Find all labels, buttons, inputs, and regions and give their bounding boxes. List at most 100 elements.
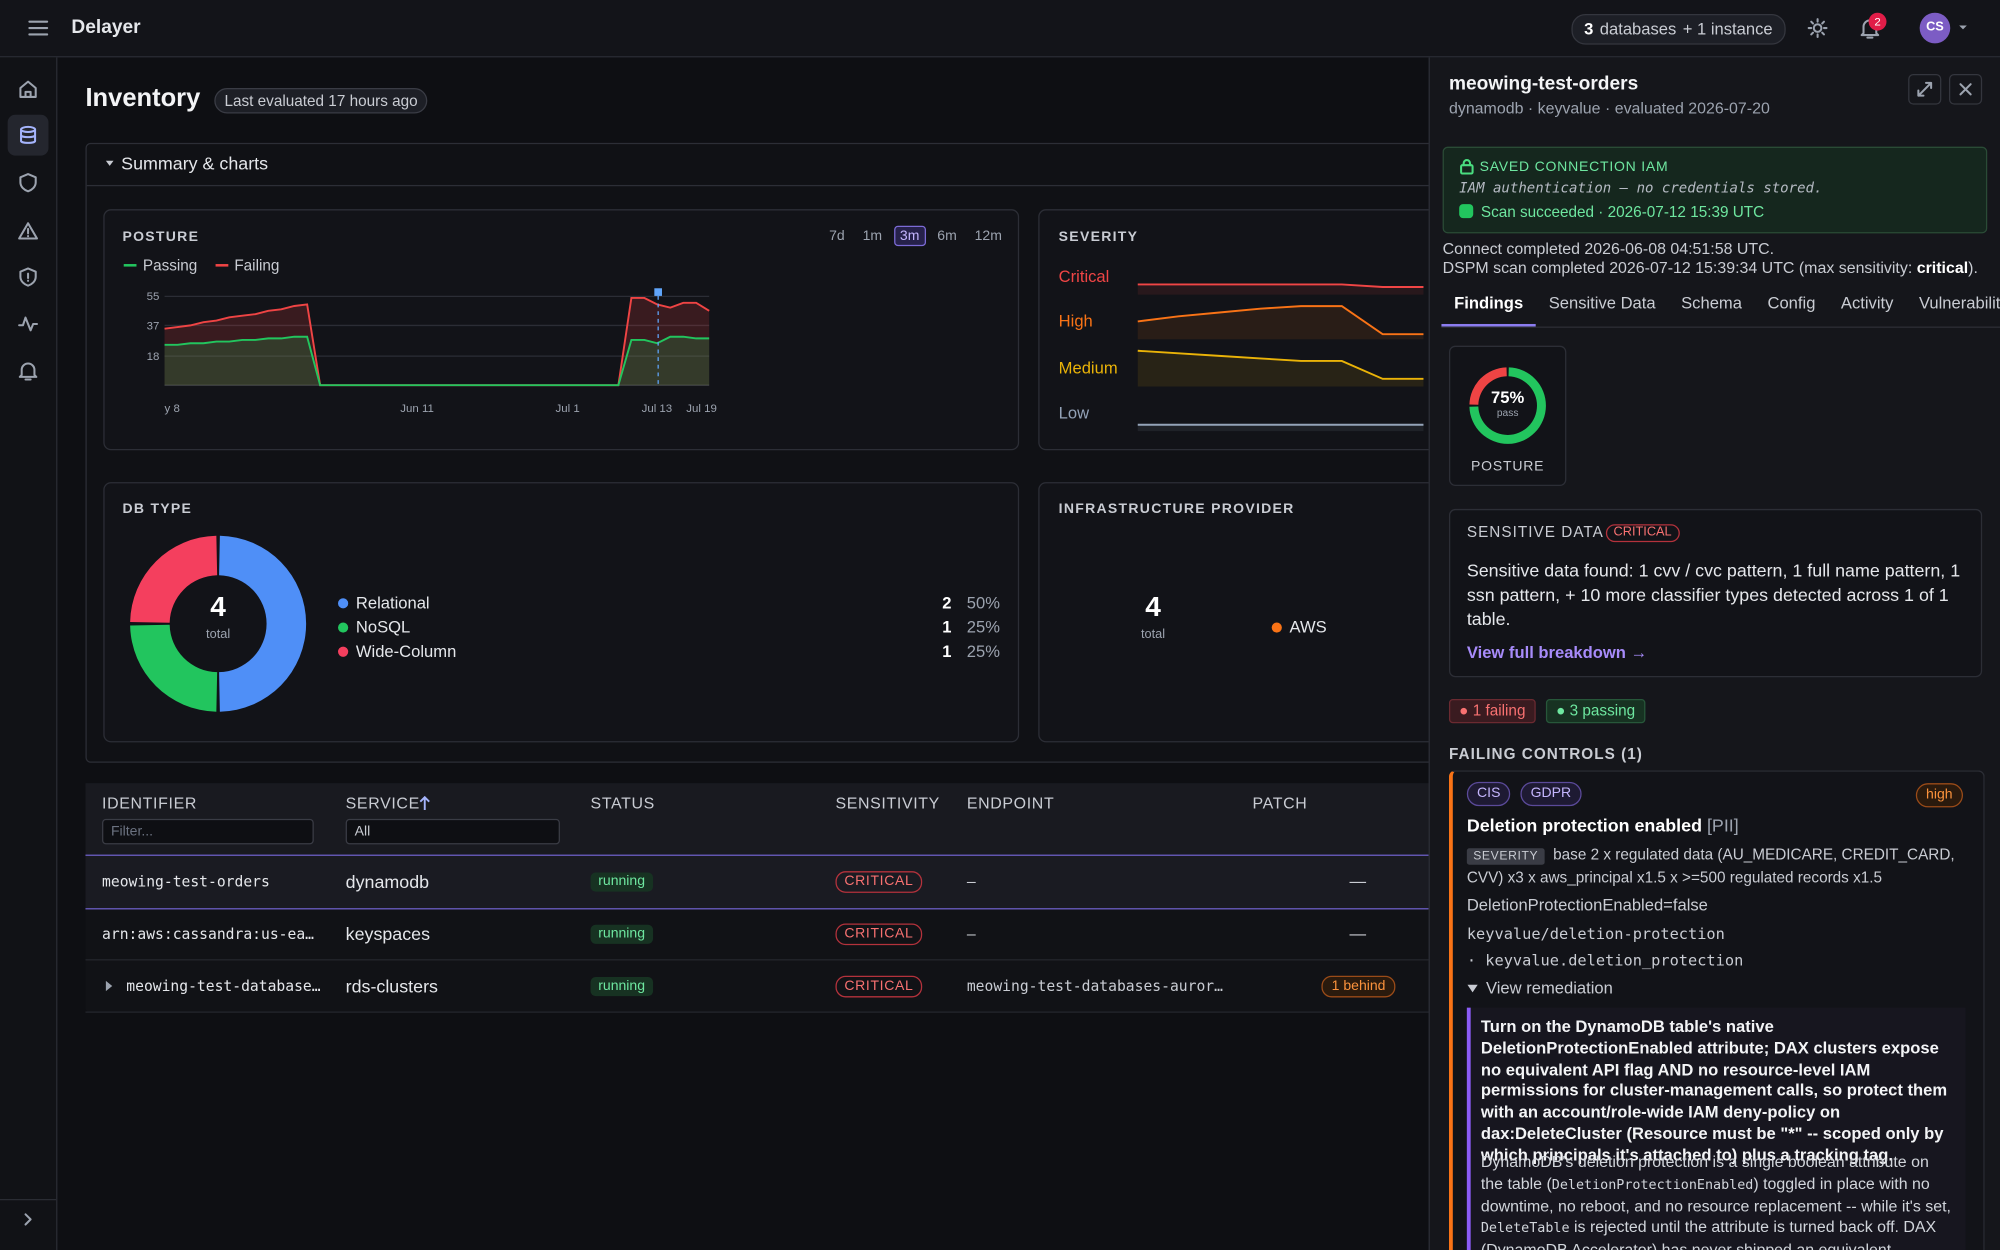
sidebar-active (7, 114, 49, 156)
legend-swatch (123, 264, 137, 267)
sensitive-link[interactable]: View full breakdown → (1466, 642, 1648, 662)
nav-alerts[interactable] (18, 221, 39, 241)
legend-percent: 25% (966, 617, 1000, 637)
scope-pill[interactable]: 3 databases + 1 instance (1571, 14, 1786, 45)
patch: — (1349, 871, 1367, 891)
posture-legend: Passing Failing (123, 255, 280, 275)
scope-label: databases (1599, 19, 1677, 39)
filter-input[interactable]: Filter... (102, 818, 314, 845)
table-row[interactable] (85, 907, 1489, 961)
table-row[interactable] (85, 854, 1489, 910)
donut-slice (130, 535, 218, 623)
detail-subtitle: dynamodb · keyvalue · evaluated 2026-07-… (1448, 99, 1770, 118)
nav-databases[interactable] (18, 125, 38, 145)
posture-sub: pass (1496, 406, 1519, 419)
summary-caret[interactable] (105, 158, 115, 168)
patch: — (1349, 923, 1367, 943)
remediation-part: ) toggled in place with no downtime, no … (1480, 1174, 1951, 1216)
range-button[interactable]: 6m (937, 228, 957, 244)
sensitive-card (1448, 508, 1983, 678)
endpoint: – (966, 872, 976, 891)
tab[interactable]: Activity (1840, 293, 1894, 313)
posture-caption: POSTURE (1471, 459, 1545, 475)
service: rds-clusters (345, 975, 438, 997)
control-title-text: Deletion protection enabled (1466, 815, 1702, 836)
nav-policies[interactable] (18, 172, 38, 193)
failing-title: FAILING CONTROLS (1) (1448, 744, 1643, 763)
x-tick-label: Jun 11 (400, 403, 434, 415)
service: dynamodb (345, 871, 430, 892)
infra-title: INFRASTRUCTURE PROVIDER (1058, 501, 1295, 517)
severity-area (1137, 424, 1424, 432)
remediation-code: DeleteTable (1480, 1221, 1570, 1237)
remediation-summary: Turn on the DynamoDB table's native Dele… (1480, 1016, 1948, 1165)
remediation-text: DynamoDB's deletion protection is a sing… (1481, 1152, 1955, 1250)
endpoint: meowing-test-databases-auror… (966, 977, 1223, 995)
detail-tabs: Findings Sensitive Data Schema Config Activi… (1441, 286, 2000, 328)
legend-item: Passing (123, 255, 198, 275)
sort-arrow (419, 795, 430, 810)
remediation-toggle[interactable]: View remediation (1485, 978, 1613, 998)
x-tick-label: Jul 1 (555, 403, 579, 415)
control-level: high (1915, 783, 1963, 808)
donut-slice (219, 535, 307, 712)
range-button[interactable]: 12m (974, 228, 1002, 244)
legend-label: Passing (142, 256, 198, 275)
sidebar (0, 57, 58, 1250)
control-tag: GDPR (1520, 781, 1582, 807)
connect-line: Connect completed 2026-06-08 04:51:58 UT… (1442, 239, 1775, 258)
summary-toggle[interactable]: Summary & charts (121, 153, 269, 174)
series-area (164, 297, 710, 386)
tab[interactable]: Config (1767, 293, 1816, 313)
donut-slice (130, 624, 218, 712)
y-tick-label: 18 (147, 351, 160, 363)
nav-security[interactable] (18, 267, 38, 287)
table-row[interactable] (85, 959, 1489, 1013)
identifier: meowing-test-orders (102, 872, 270, 891)
avatar-caret (1959, 25, 1967, 30)
tab[interactable]: Sensitive Data (1548, 293, 1656, 313)
service: keyspaces (345, 923, 431, 944)
range-button[interactable]: 7d (829, 228, 845, 244)
series-line (164, 335, 710, 387)
sensitive-badge: CRITICAL (1605, 524, 1680, 543)
remediation-block (1466, 1007, 1966, 1250)
remediation-caret (1467, 984, 1478, 993)
theme-toggle[interactable] (1807, 18, 1828, 39)
legend-dot (338, 622, 349, 633)
expand-sidebar[interactable] (22, 1212, 35, 1227)
db-type-title: DB TYPE (122, 501, 193, 517)
check-icon (1459, 204, 1474, 219)
dspm-sensitivity: critical (1916, 258, 1969, 277)
expand-panel[interactable] (1908, 73, 1942, 105)
identifier: arn:aws:cassandra:us-ea… (102, 924, 314, 943)
legend-value: 1 (942, 641, 952, 661)
nav-home[interactable] (18, 79, 38, 99)
service-filter[interactable]: All (345, 818, 560, 845)
identifier: meowing-test-database… (126, 977, 321, 995)
row-expander[interactable] (105, 980, 113, 992)
severity-area (1137, 350, 1424, 387)
tab[interactable]: Vulnerabilities (1918, 293, 2000, 313)
tab[interactable]: Schema (1681, 293, 1742, 313)
legend-dot (338, 598, 349, 609)
range-button[interactable]: 3m (893, 225, 926, 247)
close-panel[interactable] (1948, 73, 1983, 105)
nav-notifications[interactable] (18, 361, 38, 381)
failing-badge-text: 1 failing (1472, 701, 1526, 720)
nav-activity[interactable] (18, 314, 39, 334)
series-area (164, 336, 710, 386)
menu-button[interactable] (28, 19, 49, 37)
infra-total: 4 (1145, 590, 1161, 623)
avatar[interactable]: CS (1919, 12, 1951, 44)
range-button[interactable]: 1m (862, 228, 883, 244)
remediation-code: DeletionProtectionEnabled (1551, 1177, 1754, 1193)
legend-dot (1271, 622, 1282, 633)
severity-line (1137, 305, 1424, 336)
legend-percent: 25% (966, 641, 1000, 661)
severity-label: High (1058, 311, 1093, 331)
column-header[interactable]: SERVICE (345, 794, 420, 813)
tab[interactable]: Findings (1441, 286, 1536, 327)
